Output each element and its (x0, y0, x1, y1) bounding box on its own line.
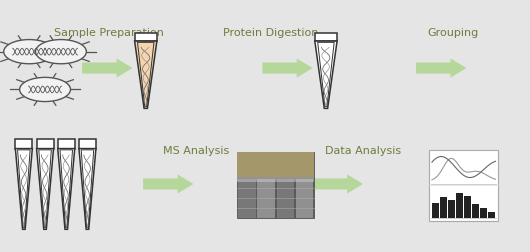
FancyBboxPatch shape (58, 139, 75, 149)
Text: Sample Preparation: Sample Preparation (54, 28, 164, 38)
FancyBboxPatch shape (296, 179, 314, 218)
Polygon shape (135, 41, 157, 108)
FancyBboxPatch shape (237, 152, 314, 218)
FancyBboxPatch shape (37, 139, 54, 149)
FancyBboxPatch shape (79, 139, 96, 149)
FancyBboxPatch shape (237, 152, 314, 177)
Text: Data Analysis: Data Analysis (325, 146, 401, 156)
Polygon shape (58, 149, 75, 229)
Circle shape (20, 77, 70, 102)
FancyBboxPatch shape (15, 139, 32, 149)
FancyBboxPatch shape (448, 200, 455, 218)
Polygon shape (262, 58, 313, 78)
Polygon shape (82, 58, 132, 78)
Text: MS Analysis: MS Analysis (163, 146, 229, 156)
FancyBboxPatch shape (429, 150, 498, 220)
Polygon shape (37, 149, 54, 229)
Text: Grouping: Grouping (428, 28, 479, 38)
Polygon shape (15, 149, 32, 229)
FancyBboxPatch shape (238, 179, 256, 218)
Polygon shape (79, 149, 96, 229)
Text: Protein Digestion: Protein Digestion (223, 28, 318, 38)
FancyBboxPatch shape (258, 179, 275, 218)
FancyBboxPatch shape (440, 197, 447, 218)
FancyBboxPatch shape (237, 177, 314, 182)
FancyBboxPatch shape (480, 208, 487, 218)
FancyBboxPatch shape (464, 196, 471, 218)
Circle shape (4, 40, 55, 64)
Polygon shape (313, 174, 363, 194)
Polygon shape (416, 58, 466, 78)
FancyBboxPatch shape (315, 33, 337, 41)
FancyBboxPatch shape (277, 179, 294, 218)
Circle shape (36, 40, 86, 64)
FancyBboxPatch shape (472, 204, 479, 218)
FancyBboxPatch shape (432, 203, 439, 218)
Polygon shape (143, 174, 193, 194)
Polygon shape (315, 41, 337, 108)
FancyBboxPatch shape (488, 212, 495, 218)
FancyBboxPatch shape (456, 193, 463, 218)
FancyBboxPatch shape (135, 33, 157, 41)
